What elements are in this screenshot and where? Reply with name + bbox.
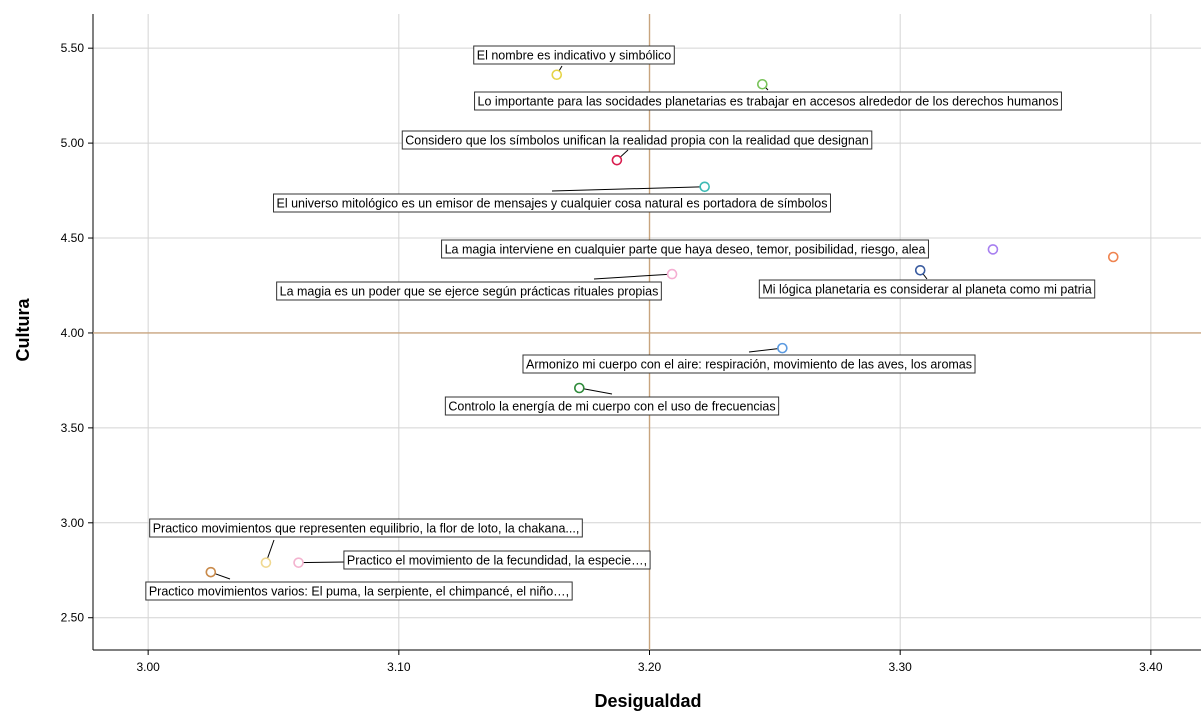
x-axis-title: Desigualdad: [594, 691, 701, 711]
point-label-box: [343, 550, 651, 570]
point-label-box: [758, 279, 1096, 299]
data-point: [757, 78, 768, 90]
data-point: [205, 566, 217, 578]
point-label-text: Considero que los símbolos unifican la r…: [405, 134, 869, 148]
point-label-box: [522, 354, 976, 374]
leader-line: [579, 387, 613, 395]
point-label-text: Lo importante para las socidades planeta…: [478, 95, 1059, 109]
y-tick-label: 3.00: [61, 516, 85, 530]
point-label-box: [401, 130, 873, 150]
point-label: Considero que los símbolos unifican la r…: [401, 130, 873, 150]
data-point: [777, 342, 788, 354]
leader-line: [551, 186, 705, 192]
point-label: Lo importante para las socidades planeta…: [474, 91, 1062, 111]
point-label-box: [474, 91, 1062, 111]
point-label: Practico el movimiento de la fecundidad,…: [343, 550, 651, 570]
y-tick-label: 3.50: [61, 421, 85, 435]
point-label-text: Practico movimientos varios: El puma, la…: [149, 585, 569, 599]
x-tick-label: 3.20: [638, 660, 662, 674]
point-label: Practico movimientos varios: El puma, la…: [145, 581, 573, 601]
point-label: La magia interviene en cualquier parte q…: [441, 239, 929, 259]
y-tick-label: 2.50: [61, 611, 85, 625]
point-labels: El nombre es indicativo y simbólico Lo im…: [145, 45, 1096, 601]
point-label-text: Practico el movimiento de la fecundidad,…: [347, 554, 647, 568]
y-tick-label: 5.50: [61, 41, 85, 55]
y-tick-label: 4.50: [61, 231, 85, 245]
point-label-text: El nombre es indicativo y simbólico: [477, 49, 672, 63]
data-point: [987, 244, 999, 255]
x-tick-label: 3.00: [136, 660, 160, 674]
data-point: [611, 154, 623, 166]
point-label-box: [444, 396, 780, 416]
point-label-text: Controlo la energía de mi cuerpo con el …: [448, 400, 775, 414]
point-label-text: Practico movimientos que representen equ…: [153, 522, 580, 536]
y-axis-title: Cultura: [13, 298, 33, 362]
axes: [88, 14, 1201, 655]
point-label: Mi lógica planetaria es considerar al pl…: [758, 279, 1096, 299]
point-label: El nombre es indicativo y simbólico: [473, 45, 675, 65]
data-point: [293, 557, 304, 568]
data-point: [914, 264, 926, 276]
data-points: [205, 69, 1119, 578]
point-label-box: [273, 193, 831, 213]
data-point: [260, 557, 272, 568]
tick-labels: 3.00 3.10 3.20 3.30 3.40 2.50 3.00 3.50 4.00 4.50…: [61, 41, 1163, 674]
point-label-box: [473, 45, 675, 65]
data-point: [1107, 251, 1119, 263]
data-point: [551, 69, 563, 81]
point-label: Controlo la energía de mi cuerpo con el …: [444, 396, 780, 416]
point-label: Practico movimientos que representen equ…: [149, 518, 583, 538]
point-label-text: La magia interviene en cualquier parte q…: [445, 243, 926, 257]
point-label: La magia es un poder que se ejerce según…: [276, 281, 662, 301]
point-label-box: [441, 239, 929, 259]
point-label-text: Mi lógica planetaria es considerar al pl…: [762, 283, 1091, 297]
point-label: Armonizo mi cuerpo con el aire: respirac…: [522, 354, 976, 374]
x-tick-label: 3.10: [387, 660, 411, 674]
point-label-text: El universo mitológico es un emisor de m…: [277, 197, 828, 211]
point-label-box: [149, 518, 583, 538]
data-point: [574, 382, 585, 394]
data-point: [699, 181, 710, 193]
point-label: El universo mitológico es un emisor de m…: [273, 193, 831, 213]
x-tick-label: 3.30: [889, 660, 913, 674]
reference-lines: [93, 14, 1201, 650]
y-tick-label: 4.00: [61, 326, 85, 340]
point-label-box: [276, 281, 662, 301]
x-tick-label: 3.40: [1139, 660, 1163, 674]
leader-line: [748, 347, 783, 353]
data-point: [666, 268, 678, 280]
leader-line: [593, 273, 673, 280]
y-tick-label: 5.00: [61, 136, 85, 150]
point-label-box: [145, 581, 573, 601]
point-label-text: La magia es un poder que se ejerce según…: [280, 285, 659, 299]
point-label-text: Armonizo mi cuerpo con el aire: respirac…: [526, 358, 972, 372]
